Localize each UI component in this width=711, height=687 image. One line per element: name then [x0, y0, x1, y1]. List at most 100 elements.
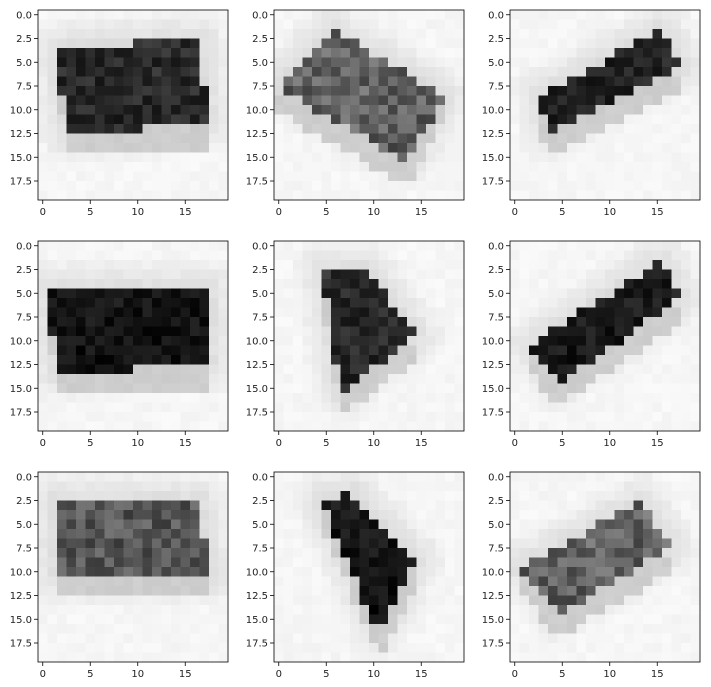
pixel — [416, 652, 427, 663]
pixel — [378, 567, 389, 577]
pixel — [331, 260, 341, 270]
pixel — [321, 250, 332, 261]
pixel — [510, 86, 520, 96]
pixel — [595, 250, 606, 261]
pixel — [218, 374, 229, 384]
pixel — [283, 472, 294, 482]
pixel — [445, 586, 455, 596]
pixel — [161, 29, 172, 39]
pixel — [133, 500, 143, 511]
pixel — [548, 374, 558, 384]
pixel — [359, 317, 370, 327]
pixel — [123, 307, 134, 318]
pixel — [624, 364, 634, 375]
pixel — [510, 652, 520, 663]
pixel — [557, 190, 568, 201]
pixel — [426, 269, 436, 280]
pixel — [624, 374, 634, 384]
image-panel-2: 0 5 10 150.02.55.07.510.012.515.017.5 — [246, 9, 465, 218]
pixel — [38, 472, 48, 482]
pixel — [142, 529, 153, 539]
pixel — [435, 633, 446, 644]
pixel — [510, 412, 520, 422]
pixel — [538, 86, 549, 96]
pixel — [283, 269, 294, 280]
pixel — [57, 288, 67, 299]
pixel — [190, 269, 200, 280]
pixel — [397, 643, 408, 653]
pixel — [652, 595, 663, 606]
pixel — [388, 491, 398, 501]
pixel — [283, 19, 294, 30]
pixel — [123, 605, 134, 615]
pixel — [293, 586, 303, 596]
pixel — [293, 241, 303, 251]
pixel — [643, 162, 653, 172]
y-tick-label: 5.0 — [16, 58, 32, 69]
pixel — [199, 143, 210, 153]
pixel — [133, 38, 143, 49]
pixel — [643, 317, 653, 327]
pixel — [633, 624, 644, 634]
pixel — [662, 491, 672, 501]
pixel — [614, 383, 625, 394]
pixel — [369, 393, 379, 403]
pixel — [576, 374, 587, 384]
pixel — [671, 190, 682, 201]
pixel — [614, 307, 625, 318]
pixel — [95, 250, 105, 261]
x-tick-label: 0 — [276, 438, 282, 449]
pixel — [359, 105, 370, 115]
y-tick-label: 10.0 — [482, 105, 504, 116]
pixel — [586, 307, 596, 318]
pixel — [397, 86, 408, 96]
pixel — [407, 326, 417, 337]
pixel — [209, 181, 219, 191]
pixel — [567, 171, 577, 182]
pixel — [104, 298, 115, 308]
pixel — [690, 326, 701, 337]
pixel — [652, 86, 663, 96]
pixel — [331, 481, 341, 492]
pixel — [76, 393, 86, 403]
pixel — [529, 241, 539, 251]
pixel — [161, 298, 172, 308]
pixel — [662, 10, 672, 20]
pixel — [510, 57, 520, 68]
pixel — [218, 269, 229, 280]
pixel — [152, 250, 162, 261]
pixel — [104, 57, 115, 68]
pixel — [274, 557, 284, 568]
x-tick-label: 5 — [559, 438, 565, 449]
pixel — [190, 383, 200, 394]
pixel — [57, 605, 67, 615]
pixel — [114, 152, 124, 163]
pixel — [218, 162, 229, 172]
pixel — [95, 345, 105, 356]
pixel — [85, 538, 96, 549]
pixel — [142, 67, 153, 77]
pixel — [388, 557, 398, 568]
pixel — [426, 364, 436, 375]
pixel — [586, 652, 596, 663]
pixel — [123, 576, 134, 587]
pixel — [331, 124, 341, 134]
pixel — [633, 595, 644, 606]
pixel — [283, 364, 294, 375]
pixel — [614, 567, 625, 577]
pixel — [388, 162, 398, 172]
pixel — [416, 519, 427, 530]
pixel — [161, 105, 172, 115]
pixel — [57, 181, 67, 191]
pixel — [671, 393, 682, 403]
pixel — [152, 133, 162, 144]
pixel — [643, 241, 653, 251]
pixel — [331, 38, 341, 49]
y-tick-label: 7.5 — [16, 82, 32, 93]
pixel — [454, 171, 465, 182]
pixel — [557, 402, 568, 413]
pixel — [445, 48, 455, 58]
pixel — [388, 500, 398, 511]
pixel — [454, 393, 465, 403]
pixel — [85, 383, 96, 394]
